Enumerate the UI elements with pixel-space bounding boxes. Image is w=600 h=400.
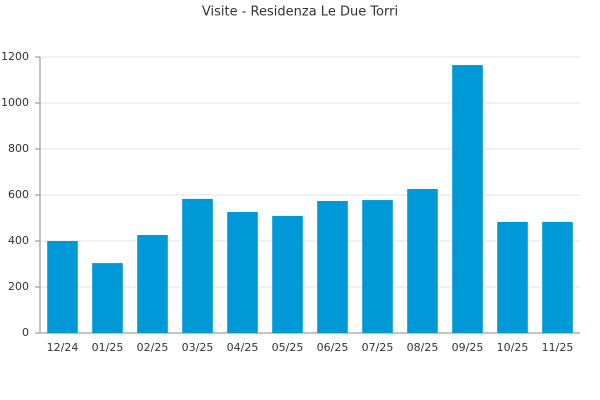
bar: [452, 65, 483, 334]
chart-title: Visite - Residenza Le Due Torri: [202, 5, 398, 20]
bar: [407, 189, 438, 333]
bar: [317, 200, 348, 333]
bar: [272, 215, 303, 333]
y-tick-label: 600: [8, 188, 29, 201]
bar: [182, 198, 213, 333]
x-tick-label: 04/25: [227, 341, 259, 354]
bar: [362, 200, 393, 333]
x-tick-label: 12/24: [47, 341, 79, 354]
y-tick-label: 1200: [1, 50, 29, 63]
y-tick-label: 0: [22, 326, 29, 339]
x-tick-label: 09/25: [452, 341, 484, 354]
x-tick-label: 06/25: [317, 341, 349, 354]
bar: [542, 221, 573, 333]
x-tick-label: 08/25: [407, 341, 439, 354]
bar: [47, 241, 78, 333]
x-tick-label: 03/25: [182, 341, 214, 354]
y-tick-label: 200: [8, 280, 29, 293]
bar: [227, 212, 258, 333]
x-tick-label: 05/25: [272, 341, 304, 354]
bar: [137, 235, 168, 333]
bar: [92, 263, 123, 333]
x-tick-label: 11/25: [542, 341, 574, 354]
x-tick-label: 02/25: [137, 341, 169, 354]
y-tick-label: 1000: [1, 96, 29, 109]
y-tick-label: 400: [8, 234, 29, 247]
y-tick-label: 800: [8, 142, 29, 155]
x-tick-label: 01/25: [92, 341, 124, 354]
x-tick-label: 10/25: [497, 341, 529, 354]
x-tick-label: 07/25: [362, 341, 394, 354]
bar: [497, 221, 528, 333]
